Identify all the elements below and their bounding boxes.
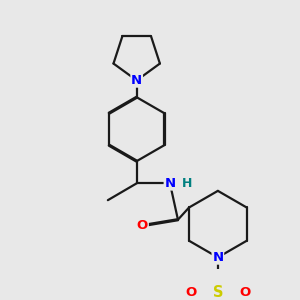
Text: O: O — [137, 218, 148, 232]
Text: O: O — [239, 286, 250, 299]
Text: N: N — [212, 251, 224, 264]
Text: N: N — [164, 177, 175, 190]
Text: S: S — [213, 285, 223, 300]
Text: H: H — [182, 177, 192, 190]
Text: N: N — [131, 74, 142, 87]
Text: O: O — [185, 286, 196, 299]
